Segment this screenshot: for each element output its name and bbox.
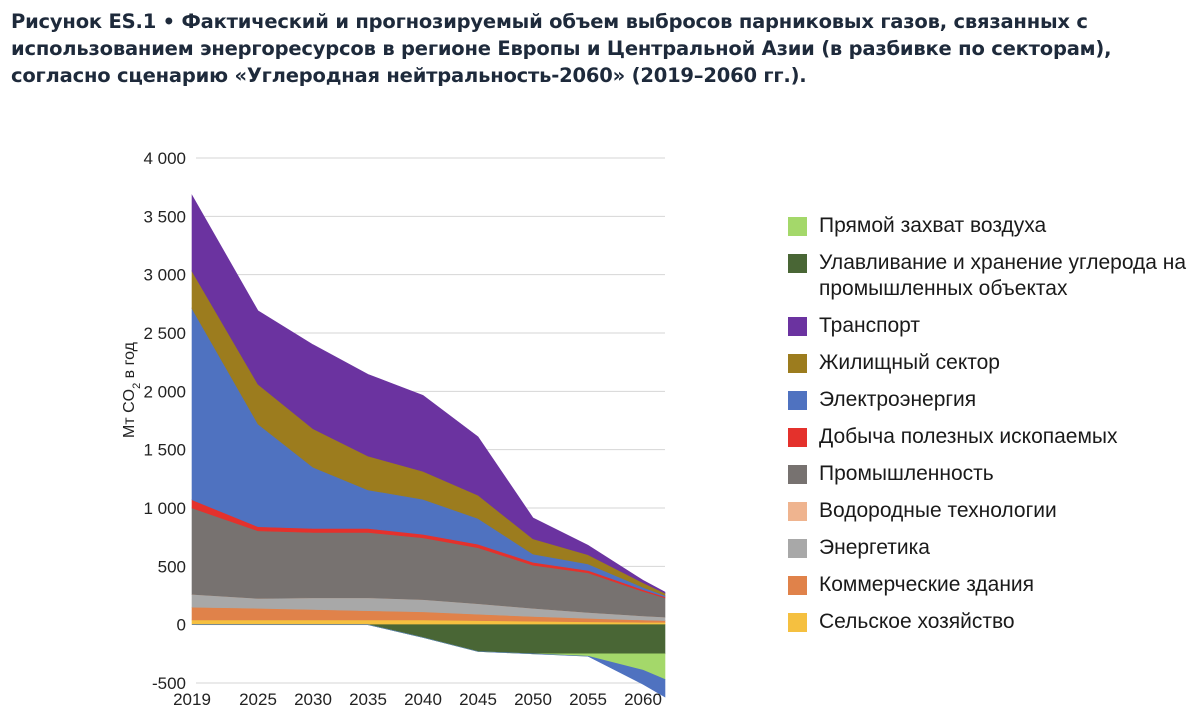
legend-swatch (788, 217, 807, 236)
x-tick-label: 2019 (173, 690, 211, 709)
legend-label: Сельское хозяйство (819, 610, 1015, 633)
x-tick-label: 2045 (459, 690, 497, 709)
legend-item: Жилищный сектор (788, 350, 1198, 376)
legend-label: Электроэнергия (819, 388, 977, 411)
legend-item: Добыча полезных ископаемых (788, 424, 1198, 450)
legend-item: Коммерческие здания (788, 572, 1198, 598)
y-tick-label: 1 500 (143, 441, 186, 460)
legend-swatch (788, 576, 807, 595)
y-tick-label: 2 500 (143, 324, 186, 343)
legend-item: Улавливание и хранение углерода на промы… (788, 250, 1198, 302)
legend-label: Коммерческие здания (819, 573, 1035, 596)
y-tick-label: -500 (152, 674, 186, 693)
legend-label: Прямой захват воздуха (819, 214, 1047, 237)
legend-label: Энергетика (819, 536, 930, 559)
x-tick-label: 2040 (404, 690, 442, 709)
y-tick-label: 0 (177, 616, 186, 635)
y-tick-label: 3 500 (143, 207, 186, 226)
legend-swatch (788, 354, 807, 373)
legend-item: Водородные технологии (788, 498, 1198, 524)
area-series (191, 194, 666, 698)
legend-swatch (788, 465, 807, 484)
x-tick-label: 2060 (624, 690, 662, 709)
legend-label: Транспорт (819, 314, 920, 337)
x-tick-label: 2050 (514, 690, 552, 709)
x-tick-label: 2030 (294, 690, 332, 709)
legend-swatch (788, 391, 807, 410)
legend-label: Улавливание и хранение углерода на промы… (819, 251, 1187, 300)
legend-swatch (788, 254, 807, 273)
legend-label: Промышленность (819, 462, 994, 485)
legend-swatch (788, 317, 807, 336)
legend-swatch (788, 502, 807, 521)
legend-label: Водородные технологии (819, 499, 1057, 522)
legend-item: Промышленность (788, 461, 1198, 487)
y-tick-labels: 4 000 3 500 3 000 2 500 2 000 1 500 1 000 500 0 -… (143, 149, 186, 693)
x-tick-label: 2035 (349, 690, 387, 709)
legend-label: Жилищный сектор (819, 351, 1000, 374)
legend-swatch (788, 613, 807, 632)
legend-item: Сельское хозяйство (788, 609, 1198, 635)
y-tick-label: 2 000 (143, 382, 186, 401)
x-tick-labels: 2019 2025 2030 2035 2040 2045 2050 2055 2060 (173, 690, 662, 709)
y-tick-label: 1 000 (143, 499, 186, 518)
y-tick-label: 500 (158, 557, 186, 576)
negative-area (192, 624, 666, 655)
legend-item: Энергетика (788, 535, 1198, 561)
chart-legend: Прямой захват воздуха Улавливание и хране… (788, 213, 1198, 646)
x-tick-label: 2055 (569, 690, 607, 709)
x-tick-label: 2025 (239, 690, 277, 709)
y-tick-label: 4 000 (143, 149, 186, 168)
legend-item: Прямой захват воздуха (788, 213, 1198, 239)
negative-area (192, 624, 666, 698)
legend-swatch (788, 539, 807, 558)
y-axis-label: Мт CO2 в год (121, 341, 143, 438)
positive-area (191, 194, 666, 594)
figure-title: Рисунок ES.1 • Фактический и прогнозируе… (11, 10, 1112, 87)
legend-swatch (788, 428, 807, 447)
legend-item: Электроэнергия (788, 387, 1198, 413)
legend-item: Транспорт (788, 313, 1198, 339)
y-tick-label: 3 000 (143, 266, 186, 285)
legend-label: Добыча полезных ископаемых (819, 425, 1118, 448)
